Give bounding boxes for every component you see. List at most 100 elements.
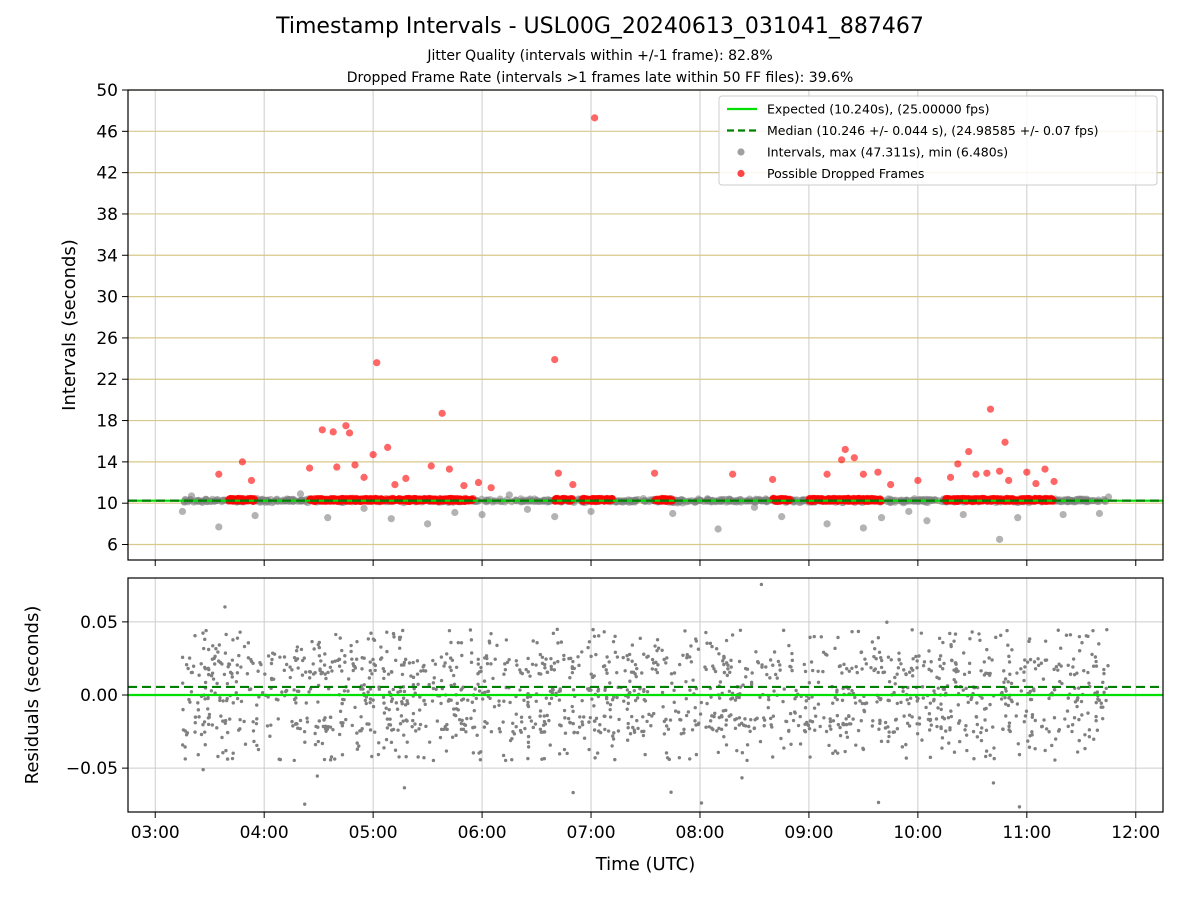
residual-point: [1025, 660, 1030, 664]
residual-point: [307, 676, 312, 680]
residual-point: [611, 737, 616, 741]
residuals-y-axis-label: Residuals (seconds): [22, 606, 43, 785]
residual-point: [242, 644, 247, 649]
residual-point: [313, 731, 317, 736]
residual-point: [1077, 738, 1081, 743]
residual-point: [1066, 724, 1070, 729]
interval-point: [737, 498, 745, 506]
residual-point: [193, 715, 198, 719]
residual-point: [390, 697, 395, 701]
residual-point: [1066, 663, 1070, 667]
residual-point: [743, 666, 748, 671]
residual-point: [975, 701, 979, 705]
residual-point: [471, 751, 476, 755]
dropped-frame-point: [351, 461, 359, 469]
residual-point: [518, 688, 522, 692]
residual-point: [522, 698, 526, 703]
interval-point: [424, 520, 432, 528]
residual-point: [280, 690, 284, 694]
dropped-frame-point: [373, 359, 381, 367]
residual-point: [984, 728, 989, 733]
residual-point: [397, 755, 401, 759]
residual-point: [899, 662, 903, 666]
residual-point: [206, 707, 210, 711]
residual-point: [269, 723, 273, 727]
residual-point: [632, 689, 637, 693]
residual-point: [298, 718, 303, 723]
residual-point: [239, 699, 244, 704]
residual-point: [876, 636, 881, 640]
residual-point: [318, 667, 322, 671]
residual-point: [1022, 678, 1026, 683]
chart-legend: Expected (10.240s), (25.00000 fps) Median…: [718, 95, 1158, 186]
residual-point: [382, 746, 386, 750]
residual-point: [802, 729, 807, 733]
legend-label: Possible Dropped Frames: [767, 166, 924, 181]
dropped-frame-point: [569, 480, 577, 489]
residual-point: [249, 657, 253, 662]
dropped-frame-point: [456, 495, 464, 504]
residual-point: [507, 657, 511, 662]
residual-point: [207, 712, 212, 717]
residual-point: [812, 634, 816, 639]
residual-point: [304, 701, 308, 705]
residual-point: [218, 696, 222, 700]
residual-point: [224, 698, 229, 703]
residual-point: [243, 742, 248, 746]
residual-point: [213, 654, 217, 659]
residual-point: [547, 718, 551, 723]
residual-point: [735, 748, 739, 753]
residual-point: [566, 716, 571, 721]
residual-point: [529, 719, 534, 723]
residual-point: [385, 649, 389, 654]
residual-point: [299, 647, 304, 652]
residual-point: [840, 698, 845, 703]
residual-point: [980, 726, 984, 730]
residual-point: [871, 719, 875, 723]
residual-point: [330, 660, 335, 664]
residual-point: [693, 719, 697, 723]
residual-point: [514, 659, 519, 663]
residual-point: [915, 659, 919, 663]
residual-point: [773, 672, 778, 677]
residual-point: [626, 657, 630, 662]
residual-point: [475, 733, 479, 737]
residual-point: [479, 665, 483, 670]
residual-point: [443, 661, 447, 665]
residual-point: [577, 725, 582, 729]
residual-point: [684, 679, 688, 684]
residual-point: [422, 663, 426, 668]
intervals-y-tick-label: 6: [107, 536, 118, 556]
residual-point: [717, 726, 721, 731]
residual-point: [859, 650, 864, 654]
residual-point: [946, 715, 951, 720]
residual-point: [887, 730, 891, 734]
residual-point: [228, 717, 232, 721]
residual-point: [749, 717, 753, 722]
residual-point: [1102, 667, 1106, 672]
residual-point: [572, 730, 576, 735]
residuals-x-tick-label: 09:00: [784, 823, 833, 843]
residual-point: [724, 718, 729, 722]
residual-point: [1050, 743, 1054, 748]
residual-point: [883, 720, 888, 725]
residual-point: [1094, 659, 1098, 664]
residual-point: [789, 665, 793, 669]
residual-point: [226, 665, 230, 669]
residual-point: [460, 653, 464, 658]
residual-point: [818, 724, 822, 729]
residual-point: [224, 632, 228, 637]
residual-point: [892, 730, 897, 734]
residual-point: [202, 720, 207, 724]
residual-point: [954, 680, 958, 684]
residual-point: [360, 667, 364, 671]
residual-point: [456, 708, 460, 712]
residual-point: [322, 757, 327, 762]
residual-point: [1027, 745, 1032, 749]
residual-point: [899, 700, 903, 705]
residual-point: [180, 655, 185, 660]
residual-point: [879, 697, 883, 701]
interval-point: [178, 507, 187, 516]
residual-point: [1094, 664, 1099, 668]
interval-point: [877, 514, 886, 522]
